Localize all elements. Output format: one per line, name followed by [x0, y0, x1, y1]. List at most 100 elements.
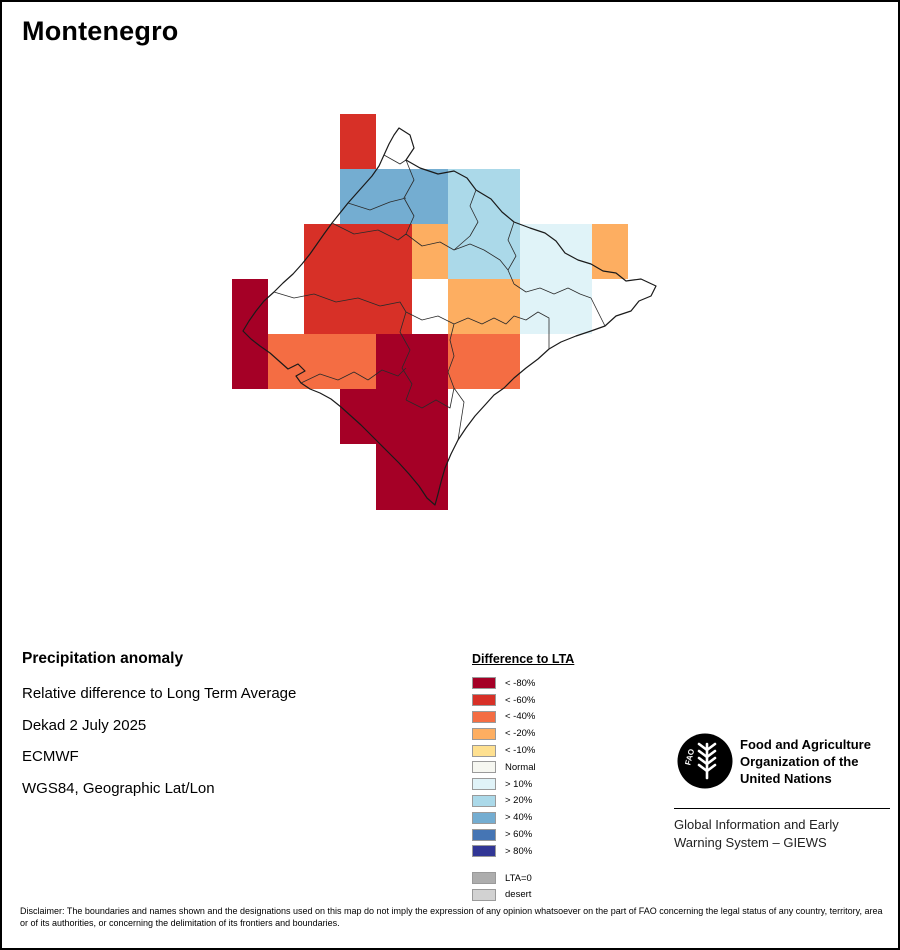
precip-anomaly-cell [304, 334, 340, 389]
precip-anomaly-cell [520, 279, 556, 334]
legend-row: > 60% [472, 826, 642, 843]
precip-anomaly-cell [304, 224, 340, 279]
legend-label: > 60% [505, 829, 533, 841]
fao-divider [674, 808, 890, 809]
legend-label: desert [505, 889, 532, 901]
legend-label: < -10% [505, 745, 536, 757]
legend-swatch [472, 872, 496, 885]
info-line: Dekad 2 July 2025 [22, 716, 147, 734]
precip-anomaly-cell [340, 334, 376, 389]
legend-title: Difference to LTA [472, 652, 575, 666]
page-title: Montenegro [22, 16, 179, 46]
disclaimer-text: Disclaimer: The boundaries and names sho… [20, 906, 883, 928]
legend-label: > 80% [505, 845, 533, 857]
precip-anomaly-cell [484, 169, 520, 224]
legend-swatch [472, 677, 496, 690]
precip-anomaly-cell [376, 444, 412, 510]
legend-row: < -80% [472, 675, 642, 692]
legend-label: > 20% [505, 795, 533, 807]
precip-anomaly-cell [556, 279, 592, 334]
legend-row: > 20% [472, 793, 642, 810]
precip-anomaly-cell [412, 389, 448, 444]
giews-line: Global Information and Early [674, 817, 839, 832]
fao-org-name-line: Food and Agriculture [740, 737, 871, 752]
precip-anomaly-cell [268, 334, 304, 389]
legend-row: Normal [472, 759, 642, 776]
precip-anomaly-cell [376, 334, 412, 389]
legend-label: > 10% [505, 778, 533, 790]
legend-row: LTA=0 [472, 870, 642, 887]
precip-anomaly-cell [340, 279, 376, 334]
fao-org-name-line: Organization of the [740, 754, 859, 769]
precip-anomaly-cell [376, 224, 412, 279]
legend-row: desert [472, 887, 642, 904]
legend-items: < -80% < -60% < -40% < -20% < -10% Normal > 10… [472, 675, 642, 860]
precip-anomaly-cell [412, 334, 448, 389]
legend-swatch [472, 761, 496, 774]
legend-row: > 80% [472, 843, 642, 860]
giews-line: Warning System – GIEWS [674, 835, 827, 850]
precip-anomaly-cell [448, 279, 484, 334]
legend-row: < -40% [472, 709, 642, 726]
legend-swatch [472, 828, 496, 841]
precip-anomaly-cell [376, 169, 412, 224]
precip-anomaly-cell [448, 169, 484, 224]
legend-swatch [472, 888, 496, 901]
legend-label: < -20% [505, 728, 536, 740]
precip-anomaly-cell [484, 279, 520, 334]
precip-anomaly-cell [520, 224, 556, 279]
legend-swatch [472, 694, 496, 707]
precip-anomaly-cell [484, 334, 520, 389]
precip-anomaly-cell [448, 334, 484, 389]
giews-block: Global Information and Early Warning Sys… [674, 816, 890, 852]
info-line: Relative difference to Long Term Average [22, 685, 297, 702]
precip-anomaly-cell [304, 279, 340, 334]
precip-anomaly-cell [340, 389, 376, 444]
precip-anomaly-cell [412, 224, 448, 279]
legend-label: > 40% [505, 812, 533, 824]
precip-anomaly-cell [340, 224, 376, 279]
legend-label: Normal [505, 761, 536, 773]
legend-label: < -80% [505, 677, 536, 689]
precip-anomaly-cell [376, 279, 412, 334]
fao-logo-icon: FAO [677, 733, 733, 789]
fao-org-name-line: United Nations [740, 771, 832, 786]
legend-swatch [472, 744, 496, 757]
legend-row: < -60% [472, 692, 642, 709]
legend-swatch [472, 811, 496, 824]
legend-swatch [472, 778, 496, 791]
legend-swatch [472, 794, 496, 807]
legend: Difference to LTA < -80% < -60% < -40% < -2… [472, 652, 642, 903]
legend-row: > 40% [472, 809, 642, 826]
precip-anomaly-cell [232, 334, 268, 389]
legend-row: < -10% [472, 742, 642, 759]
info-heading: Precipitation anomaly [22, 650, 184, 667]
precip-anomaly-cell [412, 169, 448, 224]
info-line: ECMWF [22, 748, 79, 765]
info-line: WGS84, Geographic Lat/Lon [22, 779, 215, 797]
fao-logo-text: FAO [683, 748, 696, 766]
precip-anomaly-cell [448, 224, 484, 279]
legend-swatch [472, 710, 496, 723]
precip-anomaly-cell [556, 224, 592, 279]
precip-anomaly-cell [376, 389, 412, 444]
legend-row: > 10% [472, 776, 642, 793]
legend-label: < -60% [505, 694, 536, 706]
legend-label: < -40% [505, 711, 536, 723]
legend-swatch [472, 845, 496, 858]
precip-anomaly-cell [592, 224, 628, 279]
precip-anomaly-cell [484, 224, 520, 279]
precip-anomaly-cell [412, 444, 448, 510]
legend-swatch [472, 727, 496, 740]
info-block: Precipitation anomaly Relative differenc… [22, 650, 452, 811]
precip-anomaly-cell [340, 114, 376, 169]
legend-row: < -20% [472, 725, 642, 742]
precip-anomaly-cell [232, 279, 268, 334]
precip-raster-layer [2, 2, 898, 652]
precip-anomaly-cell [340, 169, 376, 224]
fao-org-name: Food and Agriculture Organization of the… [740, 736, 871, 787]
legend-label: LTA=0 [505, 872, 532, 884]
info-lines: Relative difference to Long Term Average… [22, 685, 452, 797]
legend-extra-items: LTA=0 desert [472, 870, 642, 904]
